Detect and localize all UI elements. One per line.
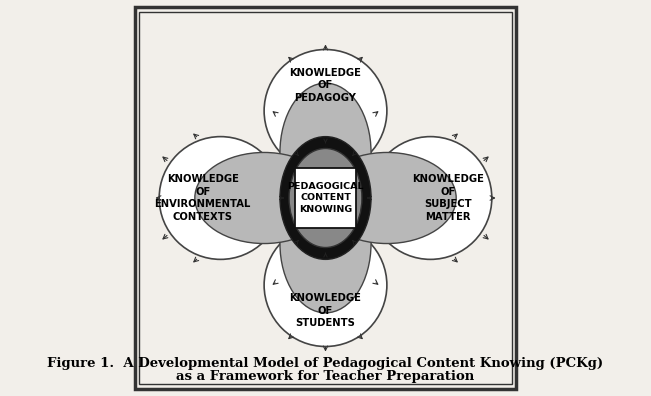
Text: KNOWLEDGE
OF
SUBJECT
MATTER: KNOWLEDGE OF SUBJECT MATTER bbox=[412, 174, 484, 222]
Ellipse shape bbox=[369, 137, 492, 259]
Ellipse shape bbox=[280, 174, 371, 313]
Ellipse shape bbox=[264, 224, 387, 346]
Ellipse shape bbox=[318, 152, 456, 244]
Text: as a Framework for Teacher Preparation: as a Framework for Teacher Preparation bbox=[176, 371, 475, 383]
Text: KNOWLEDGE
OF
STUDENTS: KNOWLEDGE OF STUDENTS bbox=[290, 293, 361, 328]
Ellipse shape bbox=[280, 83, 371, 222]
Text: PEDAGOGICAL
CONTENT
KNOWING: PEDAGOGICAL CONTENT KNOWING bbox=[287, 182, 364, 214]
Text: Figure 1.  A Developmental Model of Pedagogical Content Knowing (PCKg): Figure 1. A Developmental Model of Pedag… bbox=[48, 357, 603, 370]
Ellipse shape bbox=[289, 148, 362, 248]
Ellipse shape bbox=[280, 137, 371, 259]
Text: KNOWLEDGE
OF
PEDAGOGY: KNOWLEDGE OF PEDAGOGY bbox=[290, 68, 361, 103]
Ellipse shape bbox=[264, 50, 387, 172]
Ellipse shape bbox=[195, 152, 333, 244]
Text: KNOWLEDGE
OF
ENVIRONMENTAL
CONTEXTS: KNOWLEDGE OF ENVIRONMENTAL CONTEXTS bbox=[154, 174, 251, 222]
FancyBboxPatch shape bbox=[295, 168, 356, 228]
Ellipse shape bbox=[159, 137, 282, 259]
